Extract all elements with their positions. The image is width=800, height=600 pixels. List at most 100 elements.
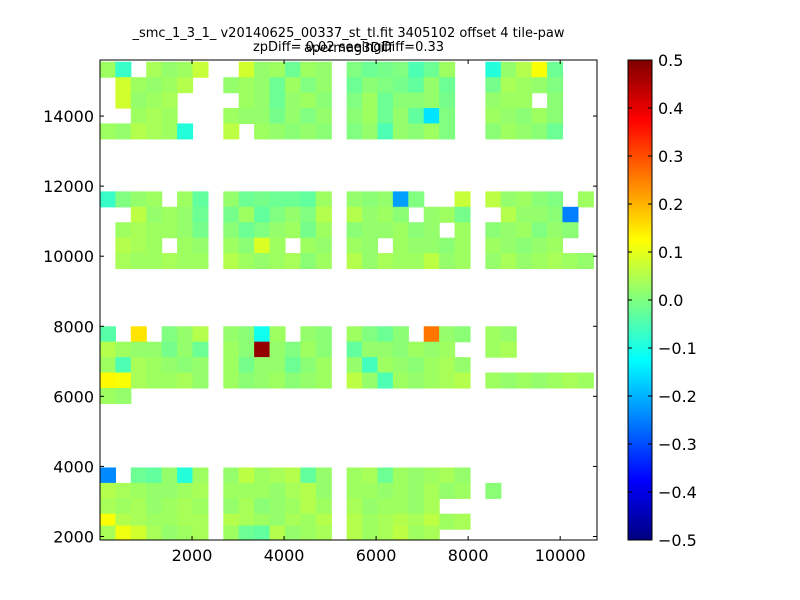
heatmap-cell <box>146 357 163 374</box>
x-tick-label: 8000 <box>448 546 489 565</box>
heatmap-cell <box>269 206 286 223</box>
heatmap-cell <box>192 237 209 254</box>
heatmap-cell <box>100 525 116 540</box>
heatmap-cell <box>439 467 456 484</box>
heatmap-cell <box>362 482 379 499</box>
heatmap-cell <box>423 467 440 484</box>
heatmap-cell <box>254 123 271 140</box>
heatmap-cell <box>562 372 579 389</box>
heatmap-cell <box>577 372 594 389</box>
heatmap-cell <box>146 372 163 389</box>
heatmap-cell <box>485 372 502 389</box>
heatmap-cell <box>439 108 456 125</box>
heatmap-cell <box>284 482 301 499</box>
heatmap-cell <box>300 467 317 484</box>
heatmap-cell <box>254 206 271 223</box>
colorbar-tick-label: −0.5 <box>658 531 697 550</box>
y-tick-label: 4000 <box>53 457 94 476</box>
heatmap-cells <box>100 61 594 540</box>
heatmap-cell <box>269 92 286 109</box>
heatmap-cell <box>315 61 332 78</box>
heatmap-cell <box>500 61 517 78</box>
heatmap-cell <box>362 341 379 358</box>
heatmap-cell <box>254 61 271 78</box>
heatmap-cell <box>238 77 255 94</box>
colorbar-tick-label: −0.1 <box>658 339 697 358</box>
heatmap-cell <box>130 498 147 515</box>
heatmap-cell <box>300 498 317 515</box>
heatmap-cell <box>161 467 178 484</box>
heatmap-cell <box>547 372 564 389</box>
heatmap-cell <box>362 92 379 109</box>
colorbar-tick-label: 0.0 <box>658 291 683 310</box>
heatmap-cell <box>238 341 255 358</box>
heatmap-cell <box>269 77 286 94</box>
heatmap-cell <box>423 253 440 270</box>
heatmap-cell <box>531 108 548 125</box>
heatmap-cell <box>516 222 533 239</box>
heatmap-cell <box>315 123 332 140</box>
heatmap-cell <box>547 206 564 223</box>
heatmap-cell <box>547 123 564 140</box>
heatmap-cell <box>485 77 502 94</box>
heatmap-cell <box>100 357 116 374</box>
heatmap-cell <box>300 357 317 374</box>
heatmap-cell <box>454 372 471 389</box>
heatmap-cell <box>192 525 209 540</box>
heatmap-cell <box>254 92 271 109</box>
heatmap-cell <box>346 77 363 94</box>
heatmap-cell <box>423 237 440 254</box>
heatmap-cell <box>284 61 301 78</box>
heatmap-cell <box>423 482 440 499</box>
colorbar-tick-label: 0.2 <box>658 195 683 214</box>
heatmap-cell <box>500 191 517 208</box>
heatmap-cell <box>346 482 363 499</box>
heatmap-cell <box>439 372 456 389</box>
heatmap-cell <box>516 61 533 78</box>
heatmap-cell <box>377 92 394 109</box>
heatmap-cell <box>269 253 286 270</box>
heatmap-cell <box>146 253 163 270</box>
heatmap-cell <box>392 237 409 254</box>
y-tick-label: 2000 <box>53 527 94 546</box>
heatmap-cell <box>377 206 394 223</box>
heatmap-cell <box>300 482 317 499</box>
heatmap-cell <box>254 222 271 239</box>
heatmap-cell <box>192 326 209 343</box>
heatmap-cell <box>300 372 317 389</box>
y-tick-label: 8000 <box>53 317 94 336</box>
heatmap-cell <box>223 206 240 223</box>
heatmap-cell <box>377 467 394 484</box>
heatmap-cell <box>254 77 271 94</box>
heatmap-cell <box>315 341 332 358</box>
heatmap-cell <box>500 206 517 223</box>
heatmap-cell <box>547 222 564 239</box>
heatmap-cell <box>423 92 440 109</box>
heatmap-cell <box>531 222 548 239</box>
heatmap-cell <box>408 77 425 94</box>
heatmap-cell <box>223 108 240 125</box>
heatmap-cell <box>115 61 132 78</box>
heatmap-cell <box>423 222 440 239</box>
heatmap-cell <box>392 206 409 223</box>
heatmap-cell <box>146 498 163 515</box>
heatmap-cell <box>439 513 456 530</box>
heatmap-cell <box>130 525 147 540</box>
heatmap-cell <box>177 357 194 374</box>
heatmap-cell <box>300 77 317 94</box>
heatmap-cell <box>392 326 409 343</box>
heatmap-cell <box>284 222 301 239</box>
heatmap-cell <box>346 525 363 540</box>
heatmap-cell <box>439 237 456 254</box>
x-axis: 2000 4000 6000 8000 10000 <box>172 60 586 565</box>
heatmap-cell <box>500 253 517 270</box>
heatmap-cell <box>439 253 456 270</box>
heatmap-cell <box>254 525 271 540</box>
colorbar-tick-label: −0.2 <box>658 387 697 406</box>
heatmap-cell <box>454 206 471 223</box>
heatmap-cell <box>269 108 286 125</box>
heatmap-cell <box>269 372 286 389</box>
heatmap-cell <box>315 108 332 125</box>
heatmap-cell <box>547 92 564 109</box>
